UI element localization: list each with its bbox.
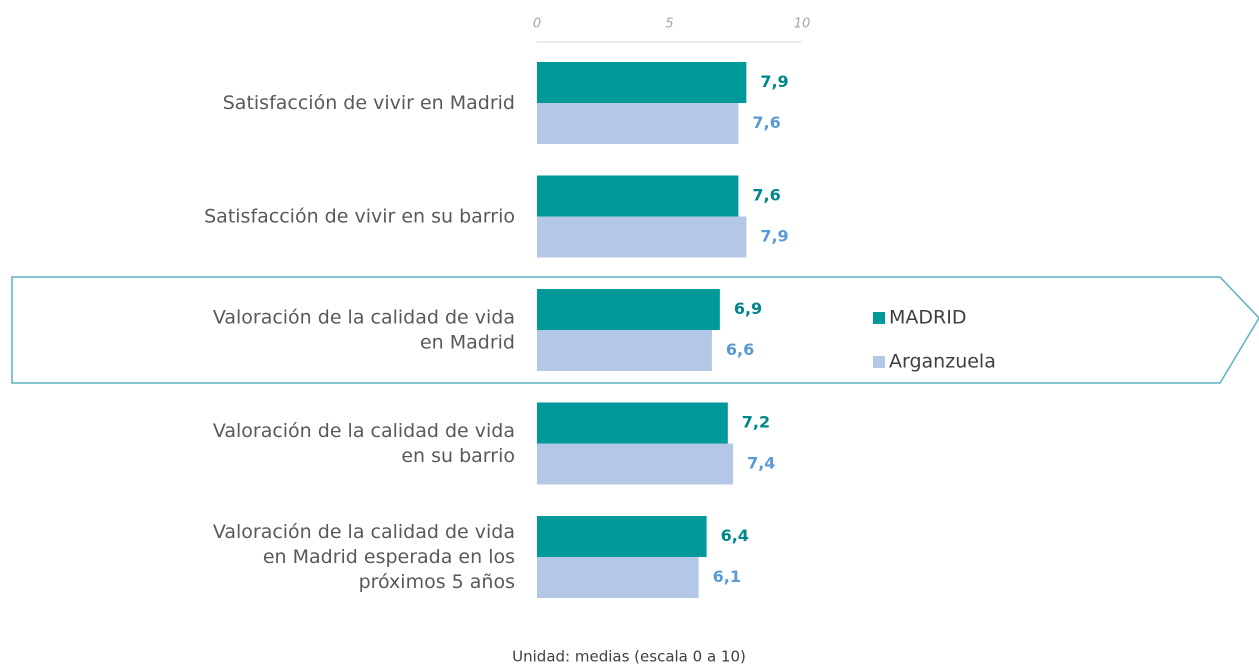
bar xyxy=(537,557,699,598)
bar xyxy=(537,62,747,103)
x-tick-label: 5 xyxy=(665,17,673,32)
category-label: Satisfacción de vivir en Madrid xyxy=(223,92,515,114)
bar xyxy=(537,216,747,258)
x-tick-label: 10 xyxy=(794,17,811,32)
legend-swatch xyxy=(873,312,885,324)
bar xyxy=(537,516,707,557)
value-label: 6,4 xyxy=(721,526,749,545)
bar xyxy=(537,175,739,217)
value-label: 7,9 xyxy=(760,227,788,246)
value-label: 6,9 xyxy=(734,299,762,318)
category-line: próximos 5 años xyxy=(359,571,515,593)
x-tick-label: 0 xyxy=(533,17,541,32)
value-label: 6,6 xyxy=(726,340,754,359)
note: Unidad: medias (escala 0 a 10) xyxy=(512,648,746,666)
bar xyxy=(537,330,712,371)
category-line: en Madrid esperada en los xyxy=(263,546,515,568)
value-label: 7,9 xyxy=(760,72,788,91)
value-label: 7,2 xyxy=(742,413,770,432)
category-line: Satisfacción de vivir en su barrio xyxy=(204,205,515,227)
category-label: Satisfacción de vivir en su barrio xyxy=(204,205,515,227)
bar xyxy=(537,103,739,144)
category-line: Valoración de la calidad de vida xyxy=(213,420,515,442)
category-line: en su barrio xyxy=(401,445,515,467)
value-label: 6,1 xyxy=(713,567,741,586)
category-line: Valoración de la calidad de vida xyxy=(213,306,515,328)
category-line: Valoración de la calidad de vida xyxy=(213,521,515,543)
legend-label: MADRID xyxy=(889,307,966,329)
value-label: 7,4 xyxy=(747,454,775,473)
bar xyxy=(537,289,720,330)
category-line: Satisfacción de vivir en Madrid xyxy=(223,92,515,114)
legend-label: Arganzuela xyxy=(889,351,996,373)
bar xyxy=(537,443,734,485)
value-label: 7,6 xyxy=(752,113,780,132)
category-label: Valoración de la calidad de vida en Madri… xyxy=(213,521,515,593)
value-label: 7,6 xyxy=(752,186,780,205)
bar xyxy=(537,402,728,444)
legend-swatch xyxy=(873,356,885,368)
category-label: Valoración de la calidad de vida en su ba… xyxy=(213,420,515,467)
category-label: Valoración de la calidad de vida en Madri… xyxy=(213,306,515,353)
highlight-frame xyxy=(11,276,1259,384)
category-line: en Madrid xyxy=(420,331,515,353)
